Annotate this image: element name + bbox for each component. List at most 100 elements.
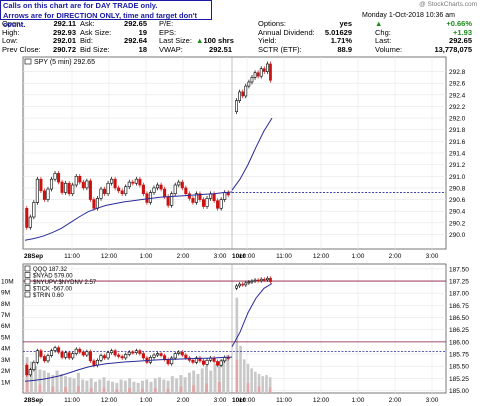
volume-bar-sep28 xyxy=(42,370,46,393)
price-candle-sep28 xyxy=(152,187,156,193)
ratio-tick-label: 185.25 xyxy=(449,376,469,383)
ratio-candle-sep28 xyxy=(28,369,32,376)
volume-bar-sep28 xyxy=(38,369,42,393)
price-candle-sep28 xyxy=(187,193,191,199)
ratio-legend: $TRIN 0.60 xyxy=(33,293,64,299)
ratio-candle-sep28 xyxy=(124,354,128,359)
volume-bar-sep28-down xyxy=(192,385,196,393)
ratio-x-tick-label: 11:00 xyxy=(64,397,80,404)
volume-bar-oct1 xyxy=(246,363,250,393)
ratio-candle-sep28 xyxy=(120,356,124,359)
volume-bar-sep28-down xyxy=(153,387,157,393)
price-candle-sep28 xyxy=(226,192,230,196)
volume-bar-oct1 xyxy=(254,371,257,393)
price-tick-label: 291.8 xyxy=(449,127,466,134)
volume-bar-oct1-down xyxy=(235,359,239,393)
ratio-x-tick-label: 3:00 xyxy=(214,397,227,404)
price-candle-sep28 xyxy=(141,184,145,195)
volume-tick-label: 1M xyxy=(1,379,10,386)
volume-bar-oct1 xyxy=(235,297,239,393)
quote-col-2-labels: Ask: Ask Size: Bid: Bid Size: xyxy=(80,19,112,55)
ratio-candle-sep28 xyxy=(71,353,75,359)
volume-bar-sep28 xyxy=(209,370,213,393)
ratio-x-tick-label: 10:00 xyxy=(239,397,256,404)
volume-bar-sep28-down xyxy=(166,388,170,393)
volume-tick-label: 3M xyxy=(1,357,10,364)
price-candle-sep28 xyxy=(46,188,50,200)
volume-bar-sep28 xyxy=(158,377,162,393)
volume-bar-oct1 xyxy=(242,359,246,393)
price-tick-label: 290.4 xyxy=(449,209,466,216)
ratio-candle-sep28 xyxy=(152,354,156,358)
volume-bar-sep28 xyxy=(145,379,149,393)
price-candle-sep28 xyxy=(145,193,149,203)
volume-bar-sep28 xyxy=(34,366,38,393)
volume-bar-sep28 xyxy=(132,381,136,393)
price-candle-sep28 xyxy=(74,175,78,186)
ratio-candle-sep28 xyxy=(110,350,114,353)
price-candle-sep28 xyxy=(106,182,110,195)
volume-bar-sep28 xyxy=(123,380,127,393)
ratio-candle-oct1 xyxy=(250,280,254,283)
volume-bar-sep28 xyxy=(128,378,132,393)
ratio-moving-average-sep28 xyxy=(24,356,233,382)
ratio-candle-sep28 xyxy=(156,353,160,356)
ratio-candle-sep28 xyxy=(88,351,92,362)
ratio-legend-swatch xyxy=(24,291,31,298)
volume-bar-oct1-down xyxy=(257,386,261,393)
volume-bar-sep28-down xyxy=(115,389,119,393)
price-candle-sep28 xyxy=(219,199,223,209)
price-candle-sep28 xyxy=(134,178,138,184)
price-candle-sep28 xyxy=(120,190,124,195)
ratio-candle-sep28 xyxy=(81,351,85,356)
ratio-tick-label: 186.25 xyxy=(449,327,469,334)
price-candle-sep28 xyxy=(163,188,167,197)
quote-date: Monday 1-Oct-2018 10:36 am xyxy=(362,12,455,19)
price-candle-sep28 xyxy=(42,190,46,200)
quote-col-5-values: +0.66% +1.93 292.65 13,778,075 xyxy=(434,19,472,55)
price-candle-sep28 xyxy=(124,186,128,195)
quote-panel: Open: High: Low: Prev Close: 292.11 292.93 29… xyxy=(0,12,480,54)
ratio-candle-sep28 xyxy=(53,347,57,351)
ratio-candle-sep28 xyxy=(159,353,163,356)
price-candle-sep28 xyxy=(216,200,220,209)
price-x-tick-label: 12:00 xyxy=(101,253,118,260)
ratio-legend-swatch xyxy=(24,285,31,291)
quote-col-3-values: ▲100 shrs 292.51 xyxy=(196,36,234,55)
ratio-candle-sep28 xyxy=(141,353,145,359)
price-candle-sep28 xyxy=(156,184,160,189)
price-candle-sep28 xyxy=(71,184,75,195)
ratio-candle-oct1 xyxy=(247,281,251,284)
price-tick-label: 290.2 xyxy=(449,220,466,227)
price-candle-sep28 xyxy=(205,198,209,207)
ratio-legend: QQQ 187.32 xyxy=(33,267,68,273)
ratio-candle-sep28 xyxy=(117,354,121,357)
volume-bar-sep28 xyxy=(205,366,209,393)
price-legend: SPY (5 min) 292.65 xyxy=(34,59,95,66)
notice-line-2: Arrows are for DIRECTION ONLY, time and … xyxy=(3,10,198,30)
price-candle-sep28 xyxy=(212,193,216,202)
volume-bar-sep28 xyxy=(140,380,144,393)
brand-logo: @ StockCharts.com xyxy=(419,1,477,8)
price-x-tick-label: 12:00 xyxy=(313,253,330,260)
volume-bar-sep28 xyxy=(59,373,63,393)
ratio-candle-sep28 xyxy=(49,350,54,356)
price-candle-sep28 xyxy=(49,178,54,190)
price-tick-label: 292.0 xyxy=(449,116,466,123)
price-legend-swatch xyxy=(24,58,32,65)
price-candle-sep28 xyxy=(184,187,188,195)
volume-bar-sep28 xyxy=(68,377,72,393)
ratio-candle-sep28 xyxy=(216,361,220,366)
quote-col-4-values: yes 5.01629 1.71% 88.9 xyxy=(324,19,352,55)
quote-col-5-labels: ▲ Chg: Last: Volume: xyxy=(375,19,403,55)
price-candle-oct1 xyxy=(235,100,238,112)
price-candle-sep28 xyxy=(180,181,184,189)
price-candle-oct1 xyxy=(269,63,272,81)
volume-bar-sep28 xyxy=(200,368,204,393)
price-tick-label: 291.2 xyxy=(449,162,466,169)
ratio-candle-oct1 xyxy=(241,283,245,286)
ratio-moving-average-oct1 xyxy=(231,283,273,348)
price-candle-sep28 xyxy=(177,181,181,186)
ratio-candle-sep28 xyxy=(39,350,43,357)
